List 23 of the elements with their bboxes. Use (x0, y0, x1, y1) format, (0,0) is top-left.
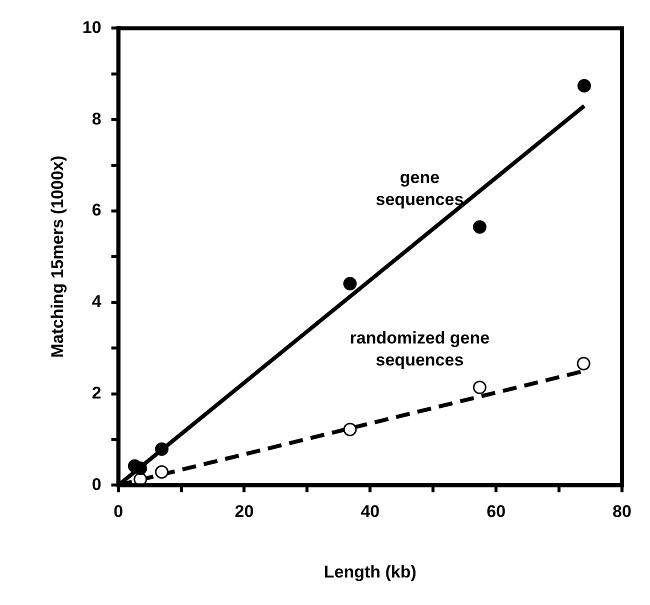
point (472, 380, 486, 394)
series-label: gene sequences (376, 168, 464, 209)
y-tick-label: 4 (92, 292, 102, 312)
point (343, 276, 357, 290)
y-tick-label: 8 (92, 109, 102, 128)
x-tick-label: 80 (612, 502, 632, 522)
point (155, 442, 169, 456)
x-tick-label: 40 (360, 502, 380, 522)
y-tick-label: 2 (92, 383, 102, 402)
point (472, 220, 486, 234)
y-tick-label: 6 (92, 200, 102, 220)
point (576, 356, 590, 370)
x-tick-label: 20 (234, 502, 254, 522)
y-tick-label: 10 (82, 18, 102, 37)
point (343, 422, 357, 436)
y-tick-label: 0 (92, 474, 102, 494)
x-axis-title: Length (kb) (324, 562, 416, 582)
point (577, 79, 591, 93)
x-tick-label: 60 (486, 502, 506, 522)
y-axis-title: Matching 15mers (1000x) (48, 156, 67, 358)
series-label: randomized gene sequences (350, 328, 490, 370)
x-tick-label: 0 (114, 502, 124, 522)
point (155, 465, 169, 479)
